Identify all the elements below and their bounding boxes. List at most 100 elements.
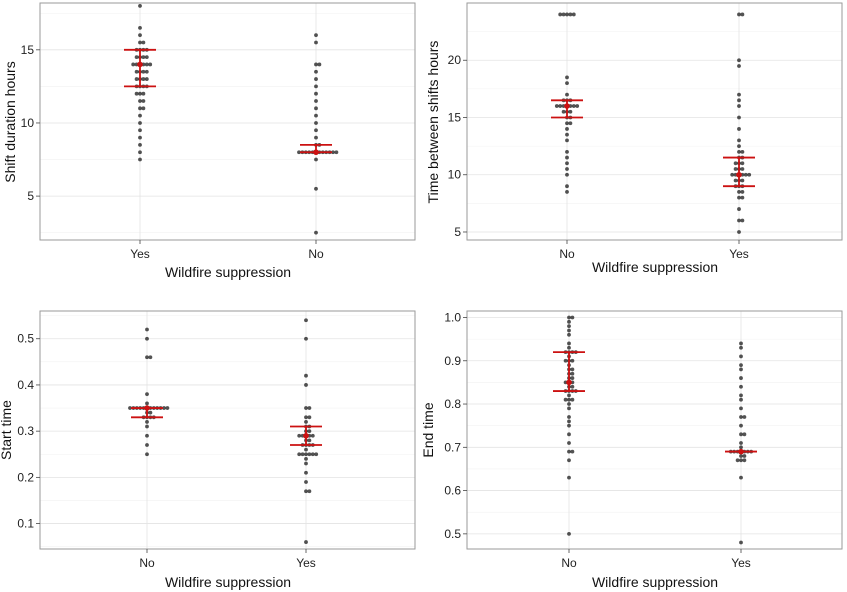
plot-border (466, 2, 843, 241)
data-point (735, 458, 740, 463)
x-tick-label: Yes (296, 556, 316, 570)
data-point (138, 4, 142, 8)
data-point (138, 128, 142, 133)
median-point (313, 149, 319, 156)
data-point (307, 406, 312, 410)
data-point (565, 127, 569, 131)
data-point (565, 190, 569, 194)
data-point (742, 432, 747, 437)
data-point (567, 393, 571, 398)
y-tick-label: 0.5 (17, 332, 34, 346)
data-point (568, 12, 573, 17)
data-point (737, 58, 741, 63)
y-axis-label: End time (420, 402, 436, 457)
data-point (554, 104, 559, 108)
data-point (314, 128, 318, 133)
data-point (314, 157, 318, 162)
data-point (304, 420, 308, 424)
plot-border (466, 310, 843, 550)
data-point (567, 345, 571, 350)
data-point (575, 104, 580, 108)
y-tick-label: 5 (27, 189, 34, 203)
data-point (737, 190, 741, 194)
x-tick-label: Yes (729, 247, 749, 261)
y-tick-label: 20 (448, 53, 462, 67)
data-point (307, 489, 312, 494)
data-point (134, 69, 139, 74)
data-point (141, 106, 146, 111)
data-point (739, 454, 743, 458)
y-axis-label: Time between shifts hours (425, 41, 441, 204)
data-point (148, 62, 153, 67)
data-point (570, 384, 575, 389)
data-point (742, 454, 747, 458)
y-tick-label: 0.7 (444, 440, 461, 454)
data-point (138, 150, 142, 155)
data-point (314, 62, 318, 67)
plot-background (467, 3, 842, 240)
data-point (737, 104, 741, 108)
y-tick-label: 0.2 (17, 470, 34, 484)
data-point (737, 98, 741, 103)
data-point (565, 12, 569, 17)
data-point (138, 99, 142, 103)
data-point (570, 397, 575, 402)
y-tick-label: 5 (454, 225, 461, 239)
y-tick-label: 10 (21, 116, 35, 130)
y-tick-label: 1.0 (444, 310, 461, 324)
data-point (740, 178, 745, 183)
data-point (567, 328, 571, 333)
data-point (739, 397, 743, 402)
plot-background (467, 311, 842, 549)
data-point (743, 172, 748, 177)
data-point (733, 167, 738, 171)
data-point (570, 315, 575, 320)
median-point (738, 448, 744, 455)
data-point (314, 40, 318, 45)
data-point (145, 336, 149, 341)
data-point (145, 327, 149, 332)
data-point (144, 62, 149, 67)
data-point (730, 172, 735, 177)
y-axis-label: Start time (0, 400, 14, 460)
data-point (565, 172, 569, 177)
data-point (565, 81, 569, 86)
data-point (570, 358, 575, 363)
data-point (739, 432, 743, 437)
data-point (138, 40, 142, 45)
data-point (307, 429, 312, 434)
data-point (561, 12, 566, 17)
data-point (304, 447, 308, 452)
data-point (134, 91, 139, 96)
data-point (740, 161, 745, 166)
data-point (561, 109, 566, 114)
data-point (304, 456, 308, 461)
data-point (304, 470, 308, 475)
x-tick-label: Yes (731, 556, 751, 570)
data-point (297, 433, 302, 438)
data-point (567, 475, 571, 480)
data-point (739, 415, 743, 419)
median-point (303, 432, 309, 439)
data-point (567, 423, 571, 428)
data-point (739, 540, 743, 545)
y-tick-label: 15 (448, 110, 462, 124)
data-point (740, 218, 745, 223)
plot-border (39, 2, 416, 241)
data-point (567, 458, 571, 463)
data-point (558, 104, 563, 108)
data-point (740, 149, 745, 154)
data-point (558, 12, 563, 17)
y-tick-label: 10 (448, 168, 462, 182)
data-point (570, 376, 575, 380)
data-point (304, 540, 308, 544)
data-point (304, 406, 308, 410)
chart-panel-1: 5 10 15 Yes No Wildfire suppression Shift dura… (2, 2, 416, 280)
data-point (739, 445, 743, 450)
data-point (739, 458, 743, 463)
data-point (304, 480, 308, 484)
data-point (739, 363, 743, 367)
data-point (737, 230, 741, 234)
x-axis-label: Wildfire suppression (592, 574, 718, 590)
data-point (565, 184, 569, 189)
